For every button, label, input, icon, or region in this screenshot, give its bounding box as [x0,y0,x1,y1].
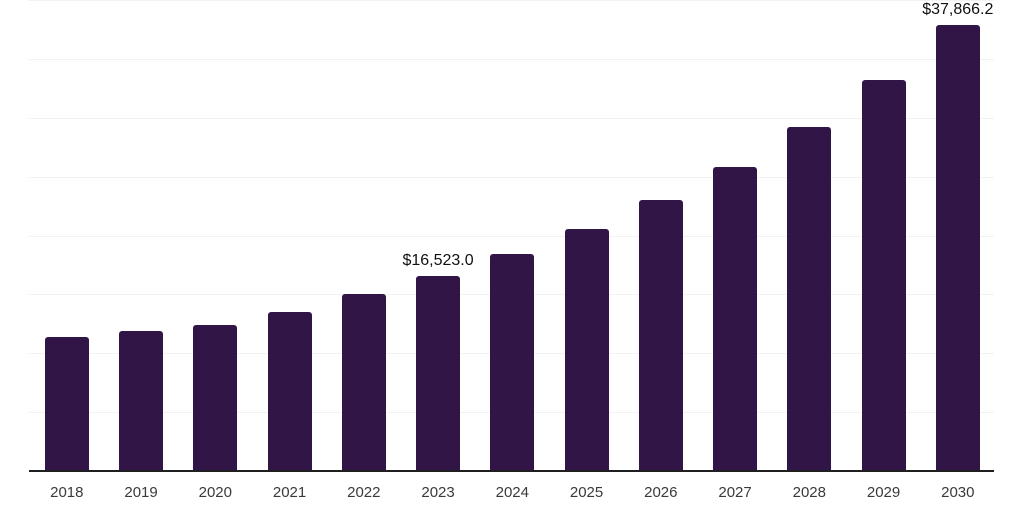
x-tick-label-2020: 2020 [198,484,232,501]
gridline-35000 [29,58,994,60]
bar-2030 [935,25,980,471]
x-tick-label-2028: 2028 [792,484,826,501]
data-label-2023: $16,523.0 [402,252,474,270]
gridline-25000 [29,176,994,178]
x-tick-label-2029: 2029 [866,484,901,501]
gridline-30000 [29,117,994,119]
plot-area: $16,523.0 $37,866.2 [29,0,994,472]
x-tick-label-2023: 2023 [421,484,455,501]
gridline-20000 [29,235,994,237]
x-tick-label-2026: 2026 [644,484,678,501]
x-tick-label-2024: 2024 [495,484,529,501]
bar-2023 [416,276,461,471]
bar-2025 [564,229,609,471]
x-axis-line [29,470,994,472]
x-tick-label-2030: 2030 [941,484,975,501]
bar-2027 [713,166,758,471]
x-tick-label-2019: 2019 [124,484,158,501]
bar-2026 [638,200,683,471]
bar-2024 [490,254,535,471]
bar-2029 [861,80,906,471]
gridline-40000 [29,0,994,1]
bar-2020 [193,324,238,471]
x-tick-label-2018: 2018 [50,484,84,501]
bar-2021 [267,312,312,471]
x-tick-label-2021: 2021 [272,484,307,501]
x-tick-label-2025: 2025 [569,484,604,501]
x-tick-label-2022: 2022 [347,484,381,501]
x-tick-label-2027: 2027 [718,484,752,501]
bar-2019 [119,331,164,471]
bar-2028 [787,127,832,471]
bar-2022 [341,294,386,471]
bar-2018 [44,336,89,471]
data-label-2030: $37,866.2 [922,1,994,19]
